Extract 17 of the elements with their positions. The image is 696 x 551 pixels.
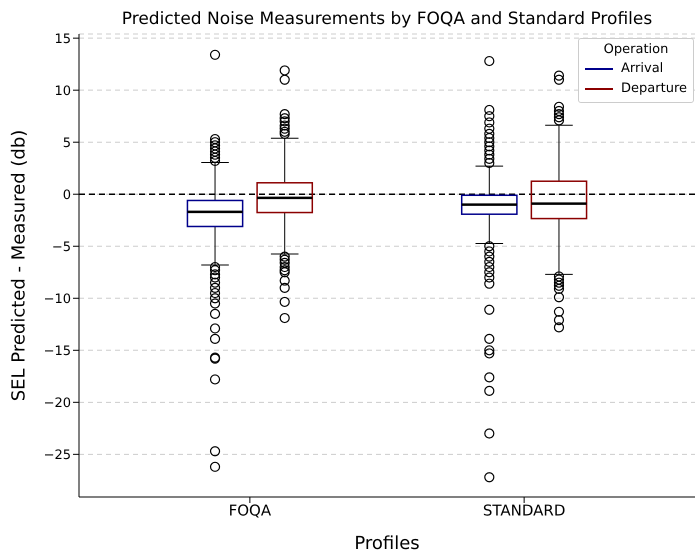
x-tick-label: FOQA [228, 502, 272, 520]
y-tick-label: 0 [62, 188, 71, 203]
y-tick-label: −15 [44, 344, 71, 359]
x-axis-title: Profiles [354, 533, 420, 551]
y-tick-label: −5 [52, 240, 71, 255]
y-tick-label: 15 [54, 32, 71, 47]
y-tick-label: −25 [44, 448, 71, 463]
x-tick-label: STANDARD [482, 502, 566, 520]
y-tick-label: −20 [44, 396, 71, 411]
y-tick-label: −10 [44, 292, 71, 307]
chart-title: Predicted Noise Measurements by FOQA and Standard Profiles [120, 8, 654, 30]
y-tick-label: 10 [54, 84, 71, 99]
y-tick-label: 5 [62, 136, 71, 151]
legend-label: Departure [621, 80, 687, 98]
legend-label: Arrival [621, 60, 664, 78]
legend-title: Operation [602, 42, 670, 57]
y-axis-title: SEL Predicted - Measured (db) [8, 130, 30, 402]
